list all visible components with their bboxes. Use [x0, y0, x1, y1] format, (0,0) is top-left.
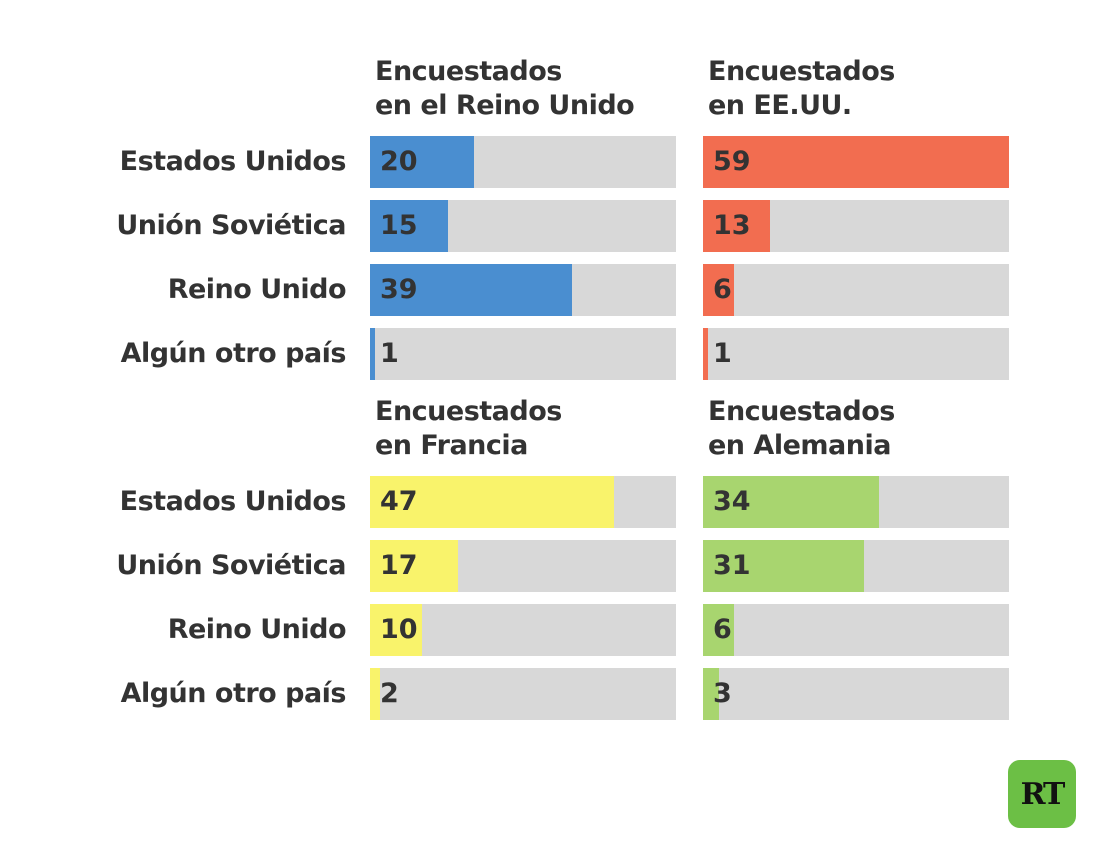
bar-track: 3	[703, 668, 1009, 720]
category-label: Estados Unidos	[119, 486, 347, 517]
category-label: Unión Soviética	[116, 210, 346, 241]
bar-track: 6	[703, 604, 1009, 656]
panel-title-line1: Encuestados	[708, 56, 895, 87]
bar-track: 1	[703, 328, 1009, 380]
bar-track: 10	[370, 604, 676, 656]
bar	[370, 476, 614, 528]
panel-title-line2: en EE.UU.	[708, 90, 852, 121]
bar-value-label: 31	[713, 550, 751, 581]
bar-value-label: 10	[380, 614, 418, 645]
bar-value-label: 39	[380, 274, 418, 305]
panel-title-line2: en el Reino Unido	[375, 90, 635, 121]
bar-track: 20	[370, 136, 676, 188]
bar	[703, 328, 709, 380]
bar-value-label: 59	[713, 146, 751, 177]
panel-title: Encuestados en Francia	[375, 395, 562, 463]
panel-title-line1: Encuestados	[708, 396, 895, 427]
category-label: Estados Unidos	[119, 146, 347, 177]
bar	[370, 328, 376, 380]
bar	[703, 476, 880, 528]
bar	[703, 540, 864, 592]
bar-value-label: 6	[713, 614, 732, 645]
panel-title-line2: en Alemania	[708, 430, 891, 461]
panel-title-line1: Encuestados	[375, 56, 562, 87]
bar-value-label: 3	[713, 678, 732, 709]
bar	[703, 668, 719, 720]
bar-track: 34	[703, 476, 1009, 528]
bar	[703, 200, 771, 252]
bar	[370, 604, 422, 656]
panel-title: Encuestados en el Reino Unido	[375, 55, 635, 123]
bar-value-label: 47	[380, 486, 418, 517]
bar	[370, 264, 573, 316]
rt-logo-text: RT	[1020, 776, 1066, 812]
bar-track: 15	[370, 200, 676, 252]
bar-value-label: 13	[713, 210, 751, 241]
category-label: Reino Unido	[167, 614, 347, 645]
bar	[370, 668, 381, 720]
bar	[370, 540, 459, 592]
category-label: Algún otro país	[120, 678, 347, 709]
bar-value-label: 17	[380, 550, 418, 581]
bar-track: 13	[703, 200, 1009, 252]
panel-title-line2: en Francia	[375, 430, 528, 461]
bar	[703, 264, 735, 316]
bar-track: 47	[370, 476, 676, 528]
bar-track: 17	[370, 540, 676, 592]
bar-value-label: 1	[713, 338, 732, 369]
bar	[370, 200, 448, 252]
bar-track: 31	[703, 540, 1009, 592]
panel-title-line1: Encuestados	[375, 396, 562, 427]
bar	[370, 136, 474, 188]
bar-value-label: 6	[713, 274, 732, 305]
bar-value-label: 2	[380, 678, 399, 709]
category-label: Unión Soviética	[116, 550, 346, 581]
bar-value-label: 15	[380, 210, 418, 241]
bar-track: 59	[703, 136, 1009, 188]
bar-value-label: 1	[380, 338, 399, 369]
bar-track: 6	[703, 264, 1009, 316]
bar-track: 1	[370, 328, 676, 380]
bar-value-label: 34	[713, 486, 751, 517]
bar	[703, 136, 1009, 188]
bar-value-label: 20	[380, 146, 418, 177]
bar	[703, 604, 735, 656]
category-label: Reino Unido	[167, 274, 347, 305]
panel-title: Encuestados en EE.UU.	[708, 55, 895, 123]
category-label: Algún otro país	[120, 338, 347, 369]
rt-logo: RT	[1008, 760, 1076, 828]
panel-title: Encuestados en Alemania	[708, 395, 895, 463]
bar-track: 39	[370, 264, 676, 316]
bar-track: 2	[370, 668, 676, 720]
